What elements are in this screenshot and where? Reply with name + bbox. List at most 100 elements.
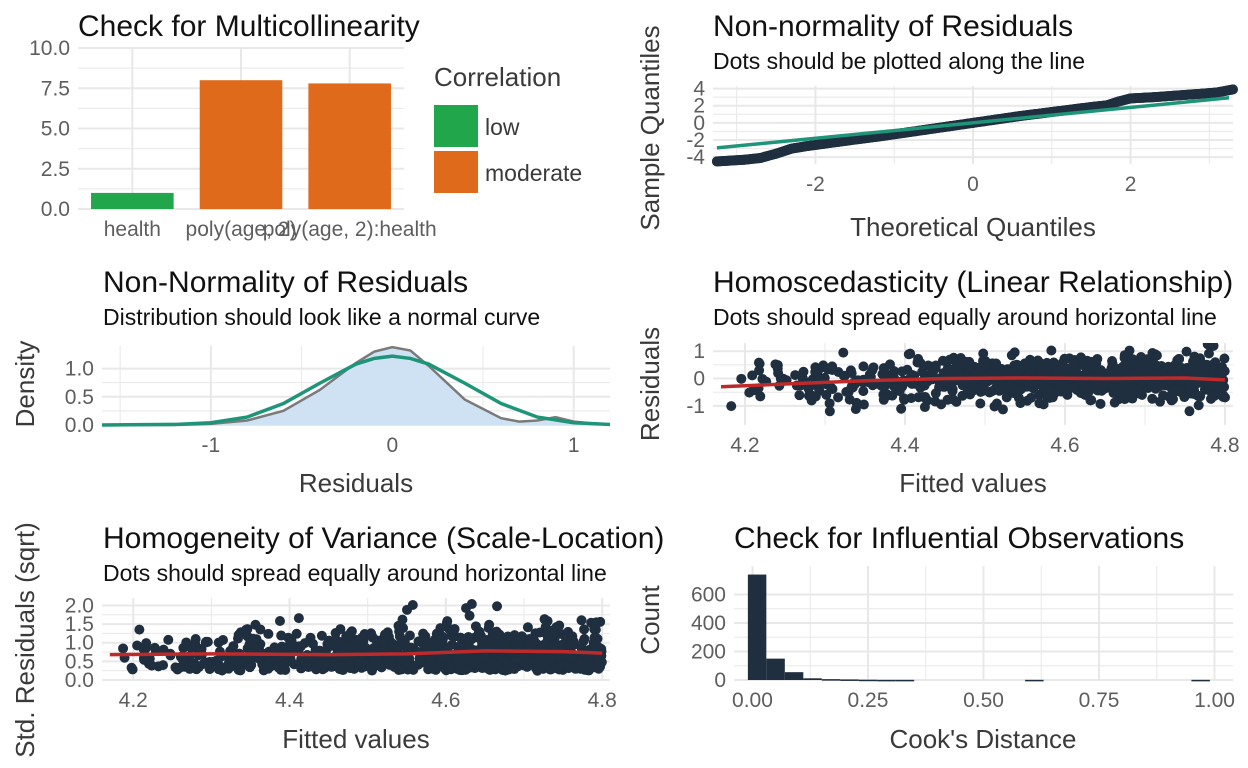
scale-point	[262, 660, 273, 671]
scale-point	[337, 665, 348, 676]
scale-point	[492, 601, 503, 612]
cook-x-tick-label: 0.25	[848, 689, 889, 712]
chart-title-multicollinearity: Check for Multicollinearity	[78, 10, 420, 43]
density-empirical-line	[102, 345, 611, 427]
homo-points-layer	[726, 343, 1230, 417]
homo-point	[1219, 353, 1230, 364]
homo-point	[896, 366, 907, 377]
panel-influence: Check for Influential Observations 0.00 0…	[635, 522, 1235, 754]
qq-point	[1196, 88, 1207, 99]
homo-point	[1097, 379, 1108, 390]
chart-title-influence: Check for Influential Observations	[734, 522, 1184, 555]
homo-point	[884, 359, 895, 370]
homo-point	[1027, 358, 1038, 369]
homo-point	[965, 384, 976, 395]
density-x-tick-label: -1	[202, 434, 221, 457]
panel-homoscedasticity: Homoscedasticity (Linear Relationship) D…	[635, 266, 1240, 498]
homo-point	[876, 380, 887, 391]
scale-point	[528, 633, 539, 644]
homo-point	[1026, 392, 1037, 403]
scale-point	[590, 624, 601, 635]
homo-point	[827, 384, 838, 395]
scale-point	[509, 664, 520, 675]
homo-point	[1199, 360, 1210, 371]
qq-x-tick-label: -2	[806, 173, 825, 196]
homo-point	[747, 370, 758, 381]
homo-point	[838, 370, 849, 381]
scale-point	[522, 622, 533, 633]
scale-point	[307, 638, 318, 649]
homo-point	[1207, 390, 1218, 401]
scale-point	[132, 640, 143, 651]
scale-point	[539, 614, 550, 625]
panel-density: Non-Normality of Residuals Distribution …	[10, 266, 611, 498]
homo-point	[1016, 361, 1027, 372]
cook-hist-bar	[840, 679, 859, 681]
cook-x-tick-label: 0.50	[963, 689, 1004, 712]
scale-point	[187, 659, 198, 670]
homo-y-tick-label: -1	[686, 395, 705, 418]
scale-point	[245, 644, 256, 655]
homo-point	[858, 361, 869, 372]
homo-point	[824, 398, 835, 409]
homo-point	[944, 367, 955, 378]
scale-point	[190, 638, 201, 649]
vif-x-tick-label: poly(age, 2)	[186, 218, 297, 241]
scale-point	[593, 653, 604, 664]
scale-point	[286, 636, 297, 647]
vif-bar	[91, 192, 174, 209]
homo-point	[744, 387, 755, 398]
homo-point	[1046, 345, 1057, 356]
homo-point	[1083, 386, 1094, 397]
cook-y-tick-label: 600	[691, 584, 726, 607]
homo-point	[1195, 391, 1206, 402]
scale-point	[140, 643, 151, 654]
qq-point	[1149, 92, 1160, 103]
scale-point	[134, 624, 145, 635]
homo-point	[942, 378, 953, 389]
cook-y-tick-label: 200	[691, 641, 726, 664]
scale-point	[177, 653, 188, 664]
scale-point	[341, 631, 352, 642]
density-y-tick-label: 0.5	[65, 386, 94, 409]
qq-point	[739, 154, 750, 165]
cook-hist-bar	[877, 679, 896, 682]
chart-title-scale-location: Homogeneity of Variance (Scale-Location)	[103, 522, 664, 555]
qq-point	[818, 138, 829, 149]
vif-y-tick-label: 2.5	[41, 158, 70, 181]
homo-point	[847, 382, 858, 393]
homo-point	[947, 386, 958, 397]
scale-point	[371, 635, 382, 646]
density-x-tick-label: 1	[568, 434, 580, 457]
scale-y-tick-label: 1.5	[65, 613, 94, 636]
scale-point	[389, 661, 400, 672]
homo-point	[1179, 392, 1190, 403]
scale-point	[296, 660, 307, 671]
cook-hist-bar	[766, 658, 785, 680]
homo-point	[833, 392, 844, 403]
homo-point	[1004, 381, 1015, 392]
cook-y-tick-label: 0	[714, 669, 726, 692]
scale-point	[172, 664, 183, 675]
homo-y-tick-label: 1	[693, 340, 705, 363]
vif-bar	[199, 80, 283, 209]
homo-point	[824, 406, 835, 417]
vif-y-tick-label: 0.0	[41, 198, 70, 221]
scale-y-tick-label: 1.0	[65, 632, 94, 655]
qq-point	[1113, 96, 1124, 107]
scale-point	[564, 651, 575, 662]
scale-point	[357, 632, 368, 643]
homo-point	[1133, 368, 1144, 379]
homo-smooth-line	[720, 376, 1226, 389]
qq-y-tick-label: 4	[693, 78, 705, 101]
scale-point	[371, 655, 382, 666]
scale-y-tick-label: 0.5	[65, 650, 94, 673]
homo-point	[794, 390, 805, 401]
qq-point	[786, 143, 797, 154]
density-x-tick-label: 0	[386, 434, 398, 457]
scale-point	[460, 664, 471, 675]
scale-point	[316, 630, 327, 641]
vif-y-tick-label: 5.0	[41, 118, 70, 141]
qq-y-tick-label: -2	[686, 129, 705, 152]
